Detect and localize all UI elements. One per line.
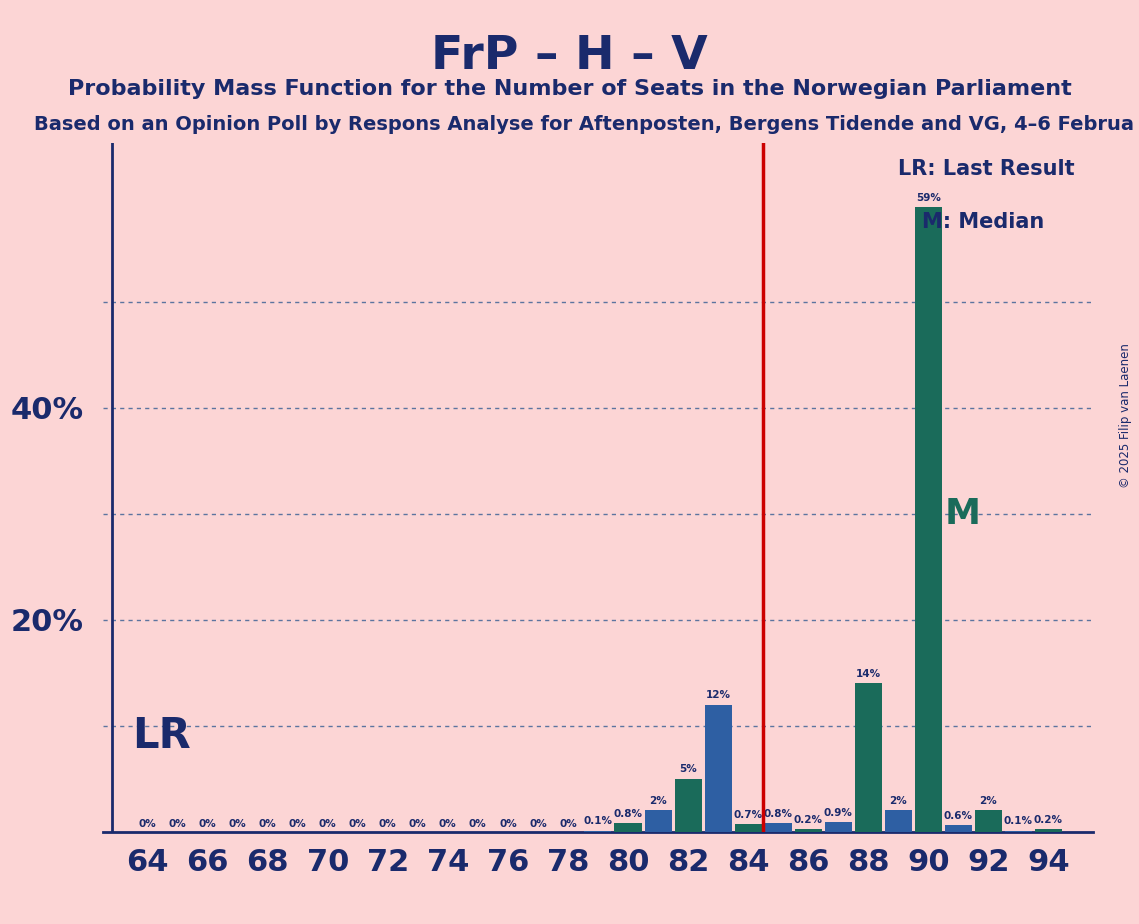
- Bar: [795, 830, 821, 832]
- Text: 0%: 0%: [559, 820, 576, 830]
- Text: FrP – H – V: FrP – H – V: [432, 34, 707, 79]
- Text: © 2025 Filip van Laenen: © 2025 Filip van Laenen: [1118, 344, 1132, 488]
- Bar: [1005, 831, 1032, 832]
- Bar: [854, 684, 882, 832]
- Text: 59%: 59%: [916, 192, 941, 202]
- Bar: [735, 824, 762, 832]
- Text: 0.2%: 0.2%: [1034, 815, 1063, 825]
- Bar: [885, 810, 912, 832]
- Text: 0%: 0%: [289, 820, 306, 830]
- Text: Based on an Opinion Poll by Respons Analyse for Aftenposten, Bergens Tidende and: Based on an Opinion Poll by Respons Anal…: [34, 116, 1134, 135]
- Bar: [915, 207, 942, 832]
- Text: 14%: 14%: [855, 669, 880, 679]
- Bar: [764, 823, 792, 832]
- Text: 0%: 0%: [349, 820, 367, 830]
- Text: 0%: 0%: [528, 820, 547, 830]
- Text: 0%: 0%: [198, 820, 216, 830]
- Text: 0.8%: 0.8%: [614, 808, 642, 819]
- Text: M: M: [944, 497, 981, 531]
- Text: 2%: 2%: [980, 796, 998, 806]
- Bar: [1035, 830, 1062, 832]
- Text: LR: Last Result: LR: Last Result: [899, 159, 1075, 179]
- Text: M: Median: M: Median: [923, 213, 1044, 232]
- Text: 0.1%: 0.1%: [1003, 816, 1033, 826]
- Text: LR: LR: [132, 715, 191, 758]
- Bar: [705, 704, 731, 832]
- Text: 0.1%: 0.1%: [583, 816, 613, 826]
- Bar: [614, 823, 641, 832]
- Text: 2%: 2%: [649, 796, 667, 806]
- Text: 0%: 0%: [229, 820, 246, 830]
- Bar: [825, 822, 852, 832]
- Text: 0.2%: 0.2%: [794, 815, 822, 825]
- Text: 0%: 0%: [409, 820, 427, 830]
- Bar: [645, 810, 672, 832]
- Text: 0%: 0%: [439, 820, 457, 830]
- Text: 0%: 0%: [499, 820, 517, 830]
- Bar: [944, 825, 972, 832]
- Text: 0.9%: 0.9%: [823, 808, 853, 818]
- Text: Probability Mass Function for the Number of Seats in the Norwegian Parliament: Probability Mass Function for the Number…: [67, 79, 1072, 99]
- Text: 0.8%: 0.8%: [763, 808, 793, 819]
- Text: 0.7%: 0.7%: [734, 810, 763, 820]
- Text: 0%: 0%: [469, 820, 486, 830]
- Text: 0%: 0%: [139, 820, 156, 830]
- Text: 12%: 12%: [705, 690, 730, 700]
- Bar: [975, 810, 1002, 832]
- Text: 2%: 2%: [890, 796, 907, 806]
- Bar: [584, 831, 612, 832]
- Bar: [674, 779, 702, 832]
- Text: 0%: 0%: [319, 820, 337, 830]
- Text: 0.6%: 0.6%: [944, 811, 973, 821]
- Text: 5%: 5%: [679, 764, 697, 774]
- Text: 0%: 0%: [259, 820, 277, 830]
- Text: 0%: 0%: [169, 820, 187, 830]
- Text: 0%: 0%: [379, 820, 396, 830]
